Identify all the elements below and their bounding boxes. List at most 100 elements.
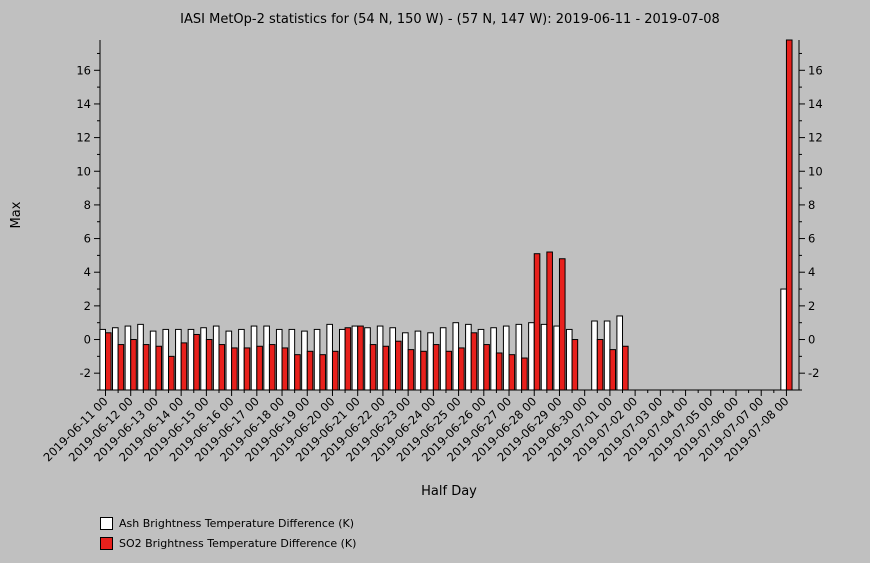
bar-so2: [130, 339, 137, 391]
bar-ash: [465, 323, 472, 391]
bar-ash: [326, 323, 333, 391]
bar-so2: [508, 354, 516, 391]
bar-ash: [275, 328, 283, 391]
bar-ash: [565, 328, 573, 391]
bar-ash: [351, 325, 359, 391]
bar-so2: [432, 344, 440, 391]
x-axis-title: Half Day: [421, 484, 477, 499]
legend-swatch-so2: [100, 536, 113, 550]
y-tick-label-left: 8: [84, 198, 91, 212]
bar-ash: [515, 323, 523, 391]
y-tick-label-right: 6: [808, 232, 815, 246]
bar-ash: [616, 315, 624, 391]
bar-so2: [281, 347, 289, 391]
bar-ash: [376, 325, 384, 391]
bar-so2: [622, 345, 629, 391]
y-axis-title: Max: [9, 201, 24, 228]
bar-ash: [187, 328, 195, 391]
bar-ash: [99, 328, 107, 391]
bar-ash: [591, 320, 598, 391]
legend-item-so2: SO2 Brightness Temperature Difference (K…: [100, 533, 356, 553]
y-tick-label-right: 14: [808, 97, 823, 111]
bar-so2: [546, 251, 553, 391]
bar-ash: [338, 328, 346, 391]
bar-ash: [389, 327, 397, 391]
y-tick-label-left: 2: [84, 299, 91, 313]
bar-ash: [288, 328, 296, 391]
bar-so2: [407, 349, 415, 391]
legend-swatch-ash: [100, 516, 113, 530]
bar-so2: [344, 327, 352, 391]
bar-ash: [402, 332, 409, 391]
bar-ash: [553, 325, 560, 391]
bar-so2: [294, 354, 301, 391]
legend-item-ash: Ash Brightness Temperature Difference (K…: [100, 513, 356, 533]
bar-so2: [445, 350, 453, 391]
bar-ash: [124, 325, 132, 391]
bar-ash: [603, 320, 611, 391]
y-tick-label-left: 10: [76, 164, 91, 178]
bar-so2: [609, 349, 617, 391]
y-tick-label-left: 0: [84, 333, 91, 347]
bar-so2: [571, 339, 579, 391]
bar-ash: [250, 325, 258, 391]
bar-so2: [117, 344, 125, 391]
bar-ash: [162, 328, 170, 391]
bar-ash: [477, 328, 485, 391]
bar-so2: [495, 352, 503, 391]
legend-label-so2: SO2 Brightness Temperature Difference (K…: [119, 536, 357, 550]
bar-so2: [306, 350, 314, 391]
bar-so2: [357, 325, 364, 391]
bar-so2: [243, 347, 251, 391]
y-tick-label-right: 16: [808, 63, 823, 77]
bar-ash: [225, 330, 233, 391]
chart-title: IASI MetOp-2 statistics for (54 N, 150 W…: [180, 12, 720, 27]
bar-ash: [780, 288, 787, 391]
y-tick-label-left: 4: [84, 265, 91, 279]
bar-so2: [395, 340, 402, 391]
bar-so2: [105, 332, 112, 391]
y-tick-label-left: -2: [80, 366, 91, 380]
bar-so2: [268, 344, 276, 391]
y-tick-label-right: -2: [808, 366, 819, 380]
y-tick-label-right: 8: [808, 198, 815, 212]
bar-so2: [420, 350, 427, 391]
bar-ash: [502, 325, 510, 391]
bar-ash: [149, 330, 157, 391]
bar-ash: [439, 327, 447, 391]
bar-so2: [558, 258, 566, 391]
bar-ash: [540, 323, 548, 391]
bar-ash: [212, 325, 220, 391]
y-tick-label-left: 6: [84, 232, 91, 246]
bar-so2: [533, 253, 541, 391]
y-tick-label-right: 4: [808, 265, 815, 279]
y-tick-label-left: 14: [76, 97, 91, 111]
bar-so2: [458, 347, 465, 391]
bar-ash: [427, 332, 434, 391]
bar-ash: [313, 328, 321, 391]
bar-ash: [528, 322, 535, 391]
bar-so2: [168, 355, 175, 391]
y-tick-label-right: 0: [808, 333, 815, 347]
bar-so2: [218, 344, 226, 391]
bar-so2: [470, 332, 478, 391]
y-tick-label-right: 12: [808, 131, 823, 145]
bar-so2: [193, 333, 200, 391]
y-tick-label-left: 12: [76, 131, 91, 145]
bar-so2: [785, 39, 793, 391]
bar-ash: [452, 322, 460, 391]
bar-so2: [205, 339, 213, 391]
legend-label-ash: Ash Brightness Temperature Difference (K…: [119, 516, 354, 530]
bar-ash: [301, 330, 308, 391]
bar-ash: [490, 327, 497, 391]
bar-so2: [369, 344, 377, 391]
legend: Ash Brightness Temperature Difference (K…: [100, 513, 356, 553]
bar-so2: [231, 347, 238, 391]
bar-ash: [263, 325, 270, 391]
bar-so2: [256, 345, 263, 391]
y-tick-label-right: 2: [808, 299, 815, 313]
bar-ash: [175, 328, 182, 391]
bar-ash: [137, 323, 144, 391]
